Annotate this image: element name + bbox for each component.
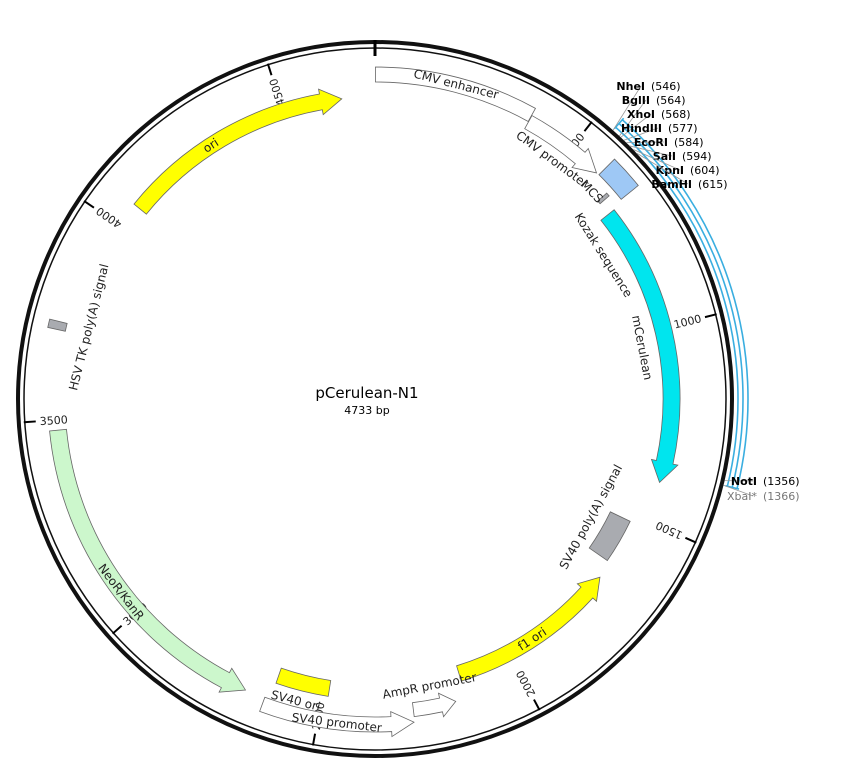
feature-sv40-polya[interactable] — [588, 511, 631, 562]
site-kpni[interactable]: KpnI (604) — [632, 148, 720, 177]
site-position: (594) — [682, 150, 712, 163]
site-position: (584) — [674, 136, 704, 149]
tick-mark — [266, 63, 273, 76]
plasmid-name: pCerulean-N1 — [315, 384, 418, 402]
tick-label: 1000 — [672, 312, 702, 331]
site-leader — [636, 152, 689, 185]
feature-mcerulean[interactable] — [600, 209, 681, 484]
site-name: KpnI — [656, 164, 684, 177]
selection-arc-line — [618, 122, 744, 488]
site-position: (615) — [698, 178, 728, 191]
site-name: EcoRI — [634, 136, 668, 149]
site-leader — [632, 148, 681, 171]
tick-mark — [533, 699, 541, 711]
site-name: BglII — [622, 94, 650, 107]
feature-label-ampr-promoter: AmpR promoter — [381, 670, 477, 702]
selection-cap — [613, 117, 625, 130]
backbone-ring — [16, 40, 734, 758]
feature-label-sv40-promoter: SV40 promoter — [291, 710, 383, 735]
feature-mcs[interactable] — [598, 158, 639, 200]
tick-mark — [83, 200, 95, 209]
feature-hsv-tk-polya[interactable] — [47, 318, 68, 332]
site-noti[interactable]: NotI (1356) — [724, 475, 800, 488]
site-name: HindIII — [621, 122, 662, 135]
site-bglii[interactable]: BglII (564) — [619, 94, 686, 137]
site-name: XhoI — [627, 108, 655, 121]
site-leader — [629, 145, 673, 157]
feature-ampr-promoter[interactable] — [412, 692, 457, 718]
site-ecori[interactable]: EcoRI (584) — [626, 136, 704, 149]
tick-label: 3500 — [39, 413, 68, 428]
feature-ori[interactable] — [133, 88, 343, 215]
site-position: (604) — [690, 164, 720, 177]
feature-sv40-ori[interactable] — [275, 667, 332, 697]
site-name: SalI — [653, 150, 676, 163]
selection-arc-line — [621, 119, 749, 489]
site-xhoi[interactable]: XhoI (568) — [620, 108, 691, 138]
tick-label: 4000 — [94, 204, 124, 231]
tick-mark — [311, 733, 317, 746]
plasmid-length: 4733 bp — [344, 404, 389, 417]
site-name: NheI — [616, 80, 645, 93]
site-nhei[interactable]: NheI (546) — [612, 80, 681, 131]
site-sali[interactable]: SalI (594) — [629, 145, 712, 163]
site-leader — [619, 99, 647, 137]
site-name: XbaI* — [727, 490, 758, 503]
site-leader — [620, 113, 652, 138]
selection-highlight[interactable] — [613, 117, 749, 490]
feature-kozak[interactable] — [597, 192, 610, 205]
site-leader — [612, 85, 642, 131]
tick-mark — [111, 624, 123, 635]
site-position: (577) — [668, 122, 698, 135]
tick-mark — [684, 536, 697, 544]
tick-label: 1500 — [654, 518, 685, 541]
tick-mark — [583, 121, 593, 132]
site-position: (564) — [656, 94, 686, 107]
restriction-sites: NheI (546)BglII (564)XhoI (568)HindIII (577)… — [612, 80, 800, 503]
site-leader — [626, 141, 665, 143]
site-leader — [623, 127, 659, 141]
site-bamhi[interactable]: BamHI (615) — [636, 152, 728, 191]
site-name: BamHI — [651, 178, 692, 191]
site-hindiii[interactable]: HindIII (577) — [621, 122, 698, 141]
feature-f1-ori[interactable] — [456, 576, 601, 682]
feature-cmv-enhancer[interactable] — [375, 66, 537, 123]
site-leader — [723, 484, 754, 497]
feature-cmv-promoter[interactable] — [524, 115, 598, 174]
selection-arc-line — [615, 126, 739, 487]
tick-mark — [23, 420, 36, 424]
feature-sv40-promoter[interactable] — [259, 696, 415, 738]
site-position: (568) — [661, 108, 691, 121]
tick-mark — [704, 313, 717, 319]
site-position: (546) — [651, 80, 681, 93]
feature-label-hsv-tk-polya: HSV TK poly(A) signal — [66, 262, 111, 391]
tick-label: 2000 — [514, 668, 539, 699]
selection-cap — [725, 484, 740, 490]
site-position: (1366) — [763, 490, 800, 503]
site-name: NotI — [731, 475, 757, 488]
site-xbai[interactable]: XbaI* (1366) — [723, 484, 800, 503]
feature-neo-kan[interactable] — [49, 428, 247, 693]
feature-label-mcerulean: mCerulean — [629, 314, 655, 381]
site-position: (1356) — [763, 475, 800, 488]
feature-label-neo-kan: NeoR/KanR — [95, 561, 147, 623]
